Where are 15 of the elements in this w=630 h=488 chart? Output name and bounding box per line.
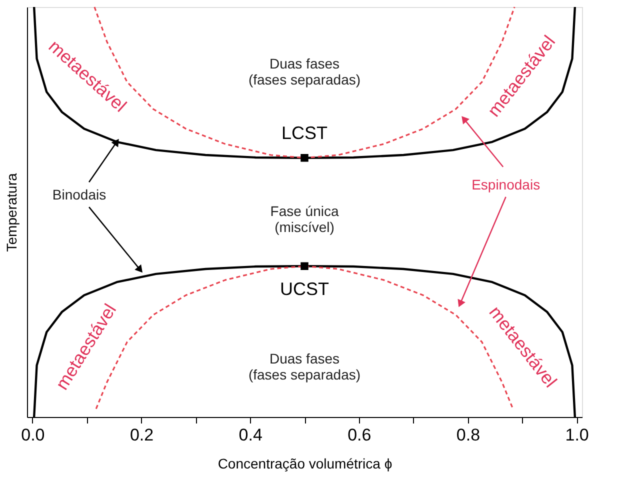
x-axis-title: Concentração volumétrica ϕ xyxy=(218,456,392,472)
x-tick-label: 0.8 xyxy=(456,426,480,444)
x-tick-label: 1.0 xyxy=(565,426,589,444)
annotation: LCST xyxy=(281,123,328,144)
annotation: Duas fases (fases separadas) xyxy=(248,350,361,383)
annotation: Fase única (miscível) xyxy=(270,203,339,235)
y-axis-title: Temperatura xyxy=(4,172,20,252)
annotation: Espinodais xyxy=(472,176,540,192)
annotation: Duas fases (fases separadas) xyxy=(248,55,361,88)
annotation: UCST xyxy=(280,278,330,299)
x-tick-label: 0.6 xyxy=(348,426,372,444)
x-tick-label: 0.4 xyxy=(238,426,262,444)
x-tick-label: 0.0 xyxy=(21,426,45,444)
x-tick-label: 0.2 xyxy=(130,426,154,444)
annotation: Binodais xyxy=(52,186,106,203)
